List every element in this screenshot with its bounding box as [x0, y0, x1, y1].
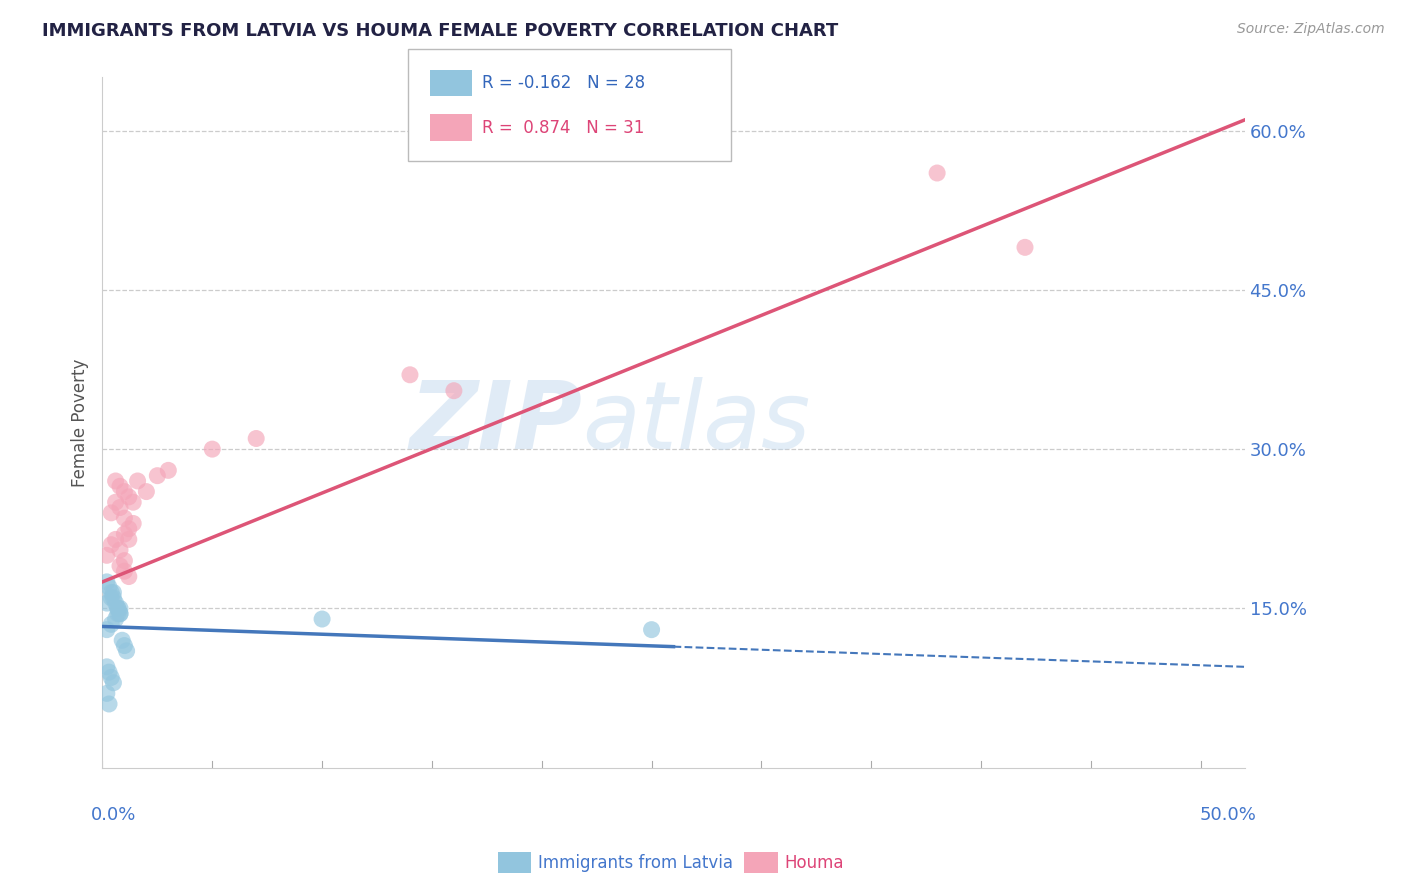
- Point: [118, 569, 141, 583]
- Point: [443, 384, 465, 398]
- Point: [100, 591, 122, 605]
- Point: [111, 633, 134, 648]
- Point: [112, 639, 135, 653]
- Point: [311, 612, 333, 626]
- Point: [112, 564, 135, 578]
- Text: Source: ZipAtlas.com: Source: ZipAtlas.com: [1237, 22, 1385, 37]
- Point: [640, 623, 662, 637]
- Text: Houma: Houma: [785, 854, 844, 871]
- Point: [135, 484, 157, 499]
- Point: [96, 686, 118, 700]
- Point: [108, 558, 131, 573]
- Point: [96, 574, 118, 589]
- Point: [127, 474, 149, 488]
- Point: [100, 538, 122, 552]
- Point: [112, 527, 135, 541]
- Point: [98, 665, 121, 680]
- Point: [927, 166, 949, 180]
- Point: [146, 468, 169, 483]
- Point: [96, 623, 118, 637]
- Text: IMMIGRANTS FROM LATVIA VS HOUMA FEMALE POVERTY CORRELATION CHART: IMMIGRANTS FROM LATVIA VS HOUMA FEMALE P…: [42, 22, 838, 40]
- Point: [122, 516, 145, 531]
- Point: [100, 506, 122, 520]
- Point: [98, 580, 121, 594]
- Point: [103, 585, 125, 599]
- Point: [104, 596, 127, 610]
- Point: [118, 533, 141, 547]
- Point: [96, 660, 118, 674]
- Point: [107, 601, 129, 615]
- Point: [104, 612, 127, 626]
- Point: [112, 554, 135, 568]
- Point: [118, 522, 141, 536]
- Point: [104, 495, 127, 509]
- Point: [201, 442, 224, 456]
- Point: [104, 474, 127, 488]
- Point: [100, 585, 122, 599]
- Text: ZIP: ZIP: [409, 376, 582, 468]
- Point: [96, 549, 118, 563]
- Point: [157, 463, 180, 477]
- Point: [399, 368, 422, 382]
- Point: [108, 479, 131, 493]
- Point: [104, 533, 127, 547]
- Point: [118, 490, 141, 504]
- Point: [1014, 240, 1036, 254]
- Text: R =  0.874   N = 31: R = 0.874 N = 31: [482, 119, 644, 136]
- Point: [122, 495, 145, 509]
- Point: [108, 601, 131, 615]
- Point: [98, 697, 121, 711]
- Text: 50.0%: 50.0%: [1199, 805, 1256, 823]
- Point: [108, 607, 131, 621]
- Point: [103, 591, 125, 605]
- Text: atlas: atlas: [582, 377, 810, 468]
- Point: [112, 484, 135, 499]
- Text: R = -0.162   N = 28: R = -0.162 N = 28: [482, 74, 645, 92]
- Point: [107, 607, 129, 621]
- Point: [100, 617, 122, 632]
- Point: [96, 596, 118, 610]
- Text: 0.0%: 0.0%: [91, 805, 136, 823]
- Point: [108, 543, 131, 558]
- Point: [108, 500, 131, 515]
- Point: [107, 601, 129, 615]
- Point: [108, 607, 131, 621]
- Text: Immigrants from Latvia: Immigrants from Latvia: [538, 854, 734, 871]
- Point: [115, 644, 138, 658]
- Y-axis label: Female Poverty: Female Poverty: [72, 359, 89, 487]
- Point: [100, 670, 122, 684]
- Point: [112, 511, 135, 525]
- Point: [103, 675, 125, 690]
- Point: [245, 432, 267, 446]
